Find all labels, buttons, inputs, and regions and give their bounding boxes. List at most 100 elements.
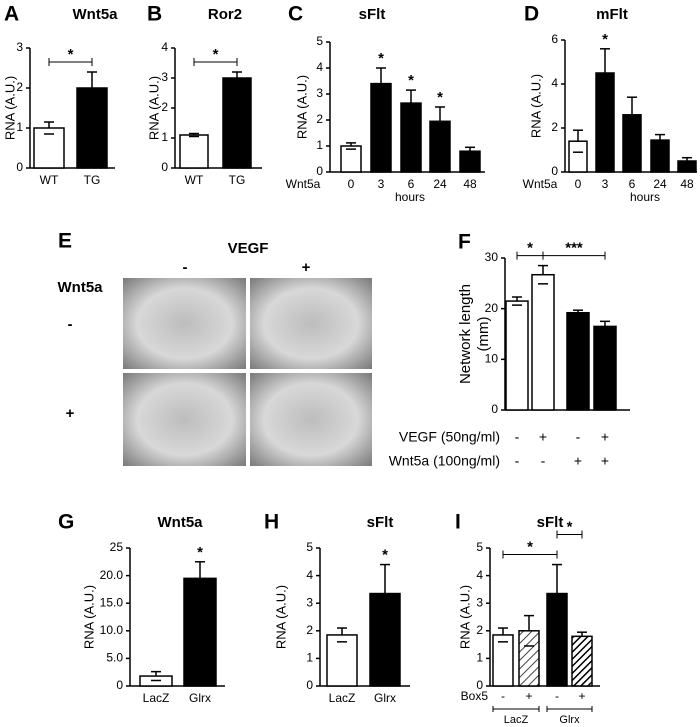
y-axis-label: RNA (A.U.) [2, 76, 17, 140]
y-axis-label: RNA (A.U.) [81, 585, 96, 649]
y-axis-label: RNA (A.U.) [457, 585, 472, 649]
panel-title: Ror2 [208, 6, 242, 23]
bar [179, 134, 209, 169]
panel-letter: D [524, 3, 539, 26]
x-tick-label: 48 [463, 177, 477, 191]
row-value: + [574, 453, 582, 469]
y-tick-label: 3 [476, 595, 483, 609]
bar [518, 630, 540, 687]
x-tick-label: 0 [348, 177, 355, 191]
x-tick-label: WT [40, 173, 59, 187]
panel-letter: H [264, 511, 279, 534]
panel-letter: B [147, 3, 162, 26]
row-label: Wnt5a [523, 177, 558, 191]
y-tick-label: 0 [161, 160, 168, 174]
bar [340, 145, 362, 173]
x-axis-label: hours [395, 190, 425, 204]
x-tick-label: LacZ [329, 691, 356, 705]
y-tick-label: 1 [161, 130, 168, 144]
row-label: Box5 [461, 689, 489, 703]
significance: * [213, 46, 219, 63]
y-tick-label: 20 [485, 301, 499, 315]
micrograph [250, 373, 372, 466]
x-tick-label: Glrx [374, 691, 396, 705]
bar [677, 160, 697, 173]
row-value: - [515, 453, 520, 469]
significance: * [527, 539, 533, 556]
bar [326, 634, 358, 687]
x-tick-label: 6 [408, 177, 415, 191]
bar [593, 325, 617, 411]
y-tick-label: 25 [110, 540, 124, 554]
y-tick-label: 20.0 [100, 568, 124, 582]
panel-title: Wnt5a [73, 6, 119, 23]
panel-letter: G [58, 511, 74, 534]
y-axis-label: RNA (A.U.) [273, 585, 288, 649]
y-tick-label: 15.0 [100, 595, 124, 609]
row-value: - [515, 429, 520, 445]
y-axis-label: RNA (A.U.) [294, 75, 309, 139]
row-label: VEGF (50ng/ml) [399, 429, 500, 445]
bar [76, 87, 108, 169]
y-tick-label: 0 [306, 678, 313, 692]
panel-title: sFlt [537, 514, 564, 531]
x-tick-label: Glrx [189, 691, 211, 705]
bar [369, 592, 401, 687]
bar [222, 77, 252, 169]
x-tick-label: 24 [653, 177, 667, 191]
y-tick-label: 3 [161, 70, 168, 84]
significance: * [527, 240, 533, 257]
x-tick-label: 0 [575, 177, 582, 191]
y-tick-label: 3 [316, 86, 323, 100]
significance: * [68, 46, 74, 63]
row-label: Wnt5a [286, 177, 321, 191]
column-label: + [302, 259, 311, 276]
x-tick-label: WT [185, 173, 204, 187]
y-tick-label: 2 [16, 80, 23, 94]
significance: * [567, 519, 573, 536]
y-tick-label: 1 [16, 120, 23, 134]
micrograph [123, 278, 246, 369]
row-value: + [578, 689, 585, 703]
y-tick-label: 0 [16, 160, 23, 174]
y-axis-label: (mm) [475, 317, 492, 352]
y-tick-label: 0 [491, 402, 498, 416]
panel-title: Wnt5a [158, 514, 204, 531]
y-tick-label: 4 [476, 568, 483, 582]
significance: * [437, 89, 443, 106]
y-tick-label: 4 [551, 76, 558, 90]
y-tick-label: 6 [551, 32, 558, 46]
y-tick-label: 5 [476, 540, 483, 554]
y-tick-label: 4 [316, 60, 323, 74]
significance: * [378, 50, 384, 67]
y-tick-label: 5 [316, 34, 323, 48]
y-tick-label: 0 [476, 678, 483, 692]
significance: * [602, 31, 608, 48]
row-label: - [68, 316, 73, 333]
bar [370, 82, 392, 173]
row-value: + [525, 689, 532, 703]
bar [400, 102, 422, 173]
bar [429, 120, 451, 173]
y-tick-label: 2 [476, 623, 483, 637]
row-value: + [601, 429, 609, 445]
bar [566, 311, 590, 411]
bar [531, 273, 555, 411]
y-tick-label: 10 [485, 352, 499, 366]
bar [505, 300, 529, 411]
bar [650, 139, 670, 173]
y-tick-label: 0 [316, 164, 323, 178]
x-tick-label: TG [84, 173, 101, 187]
x-tick-label: 6 [629, 177, 636, 191]
panel-letter: I [455, 511, 461, 534]
bar [622, 114, 642, 173]
y-tick-label: 3 [16, 40, 23, 54]
y-tick-label: 2 [316, 112, 323, 126]
x-tick-label: 24 [433, 177, 447, 191]
y-tick-label: 5.0 [106, 651, 123, 665]
row-value: - [541, 453, 546, 469]
y-tick-label: 4 [306, 568, 313, 582]
y-tick-label: 0 [116, 678, 123, 692]
y-tick-label: 2 [551, 120, 558, 134]
